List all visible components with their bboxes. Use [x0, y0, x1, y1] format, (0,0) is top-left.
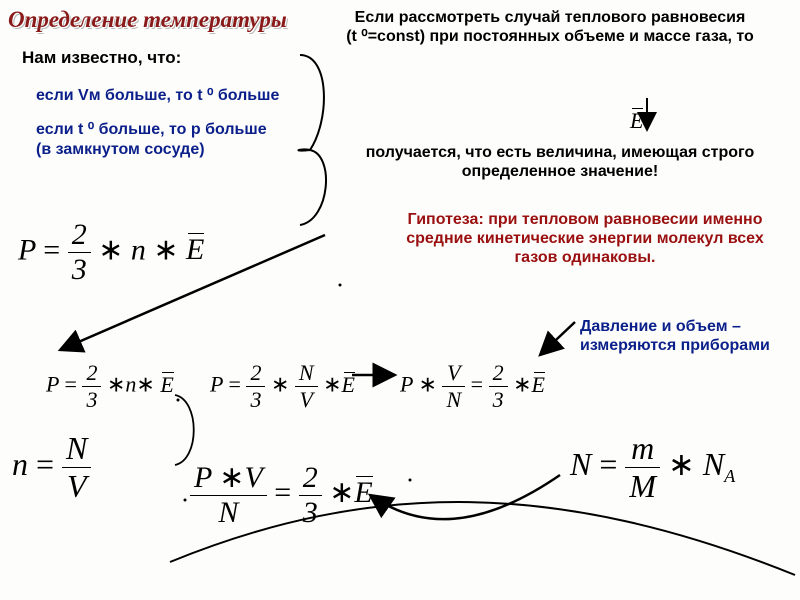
eq-p-nv: P = 23 ∗ NV ∗E — [210, 360, 355, 413]
right-top: Если рассмотреть случай теплового равнов… — [330, 8, 770, 46]
blue-block: если Vм больше, то t ⁰ больше если t ⁰ б… — [36, 86, 286, 160]
blue-line3: (в замкнутом сосуде) — [36, 140, 286, 160]
eq-main-p: P = 23 ∗ n ∗ E — [18, 218, 204, 287]
eq-pv-n: P ∗VN = 23 ∗E — [190, 460, 373, 530]
blue-line1: если Vм больше, то t ⁰ больше — [36, 86, 286, 106]
eq-n-def: n = NV — [12, 430, 91, 505]
eq-p-vn-left: P ∗ VN = 23 ∗E — [400, 360, 545, 413]
right-top-1: Если рассмотреть случай теплового равнов… — [355, 9, 746, 26]
right-top-2: (t ⁰=const) при постоянных объеме и масс… — [346, 28, 754, 45]
eq-n-mass: N = mM ∗ NA — [570, 430, 735, 505]
e-symbol: E — [630, 108, 643, 134]
right-mid: получается, что есть величина, имеющая с… — [360, 143, 760, 181]
hypothesis: Гипотеза: при тепловом равновесии именно… — [400, 210, 770, 268]
known-intro: Нам известно, что: — [22, 48, 181, 68]
slide: Определение температуры Нам известно, чт… — [0, 0, 800, 600]
eq-repeat-p: P = 23 ∗n∗ E — [46, 360, 174, 413]
blue-note: Давление и объем – измеряются приборами — [580, 317, 780, 355]
blue-line2: если t ⁰ больше, то p больше — [36, 120, 286, 140]
page-title: Определение температуры — [8, 7, 287, 33]
